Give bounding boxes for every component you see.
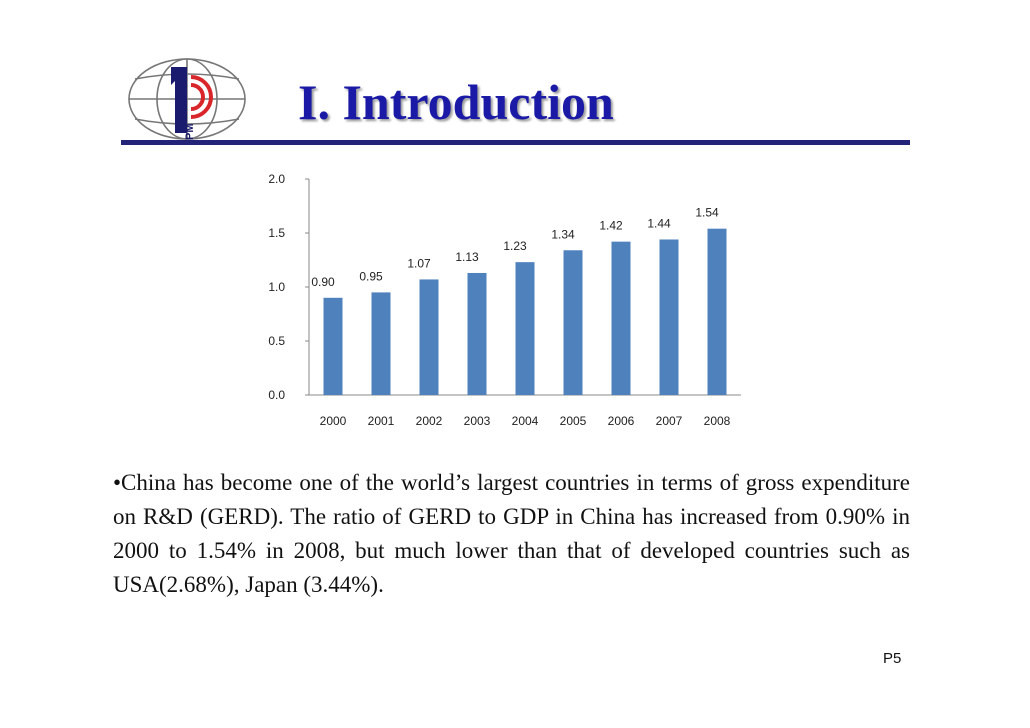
x-tick-label-2002: 2002	[416, 414, 443, 428]
y-tick-label: 2.0	[268, 172, 285, 186]
x-tick-label-2008: 2008	[704, 414, 731, 428]
data-label-2001: 0.95	[359, 269, 383, 283]
y-tick-label: 1.0	[268, 280, 285, 294]
data-label-2005: 1.34	[551, 227, 575, 241]
x-tick-label-2006: 2006	[608, 414, 635, 428]
gerd-bar-chart: 0.0 0.5 1.0 1.5 2.0 0.90 2000 0.95 2001 1.07 2002 1…	[251, 158, 751, 444]
data-label-2000: 0.90	[311, 275, 335, 289]
x-tick-label-2004: 2004	[512, 414, 539, 428]
bar-2005	[563, 250, 583, 395]
bar-2008	[707, 228, 727, 395]
ipm-logo: IPM	[128, 58, 246, 143]
logo-lettering: IPM	[184, 123, 196, 143]
x-tick-label-2007: 2007	[656, 414, 683, 428]
body-paragraph: •China has become one of the world’s lar…	[113, 470, 910, 597]
bar-2000	[323, 297, 343, 395]
slide-title: I. Introduction	[298, 74, 614, 130]
data-label-2006: 1.42	[599, 219, 623, 233]
chart-svg: 0.0 0.5 1.0 1.5 2.0 0.90 2000 0.95 2001 1.07 2002 1…	[268, 172, 741, 428]
page-number: P5	[883, 650, 902, 667]
bar-2004	[515, 262, 535, 395]
bar-2006	[611, 241, 631, 395]
x-tick-label-2005: 2005	[560, 414, 587, 428]
data-label-2007: 1.44	[647, 216, 671, 230]
bar-2003	[467, 272, 487, 395]
y-tick-label: 0.5	[268, 334, 285, 348]
data-label-2008: 1.54	[695, 206, 719, 220]
bar-2007	[659, 239, 679, 395]
x-tick-label-2001: 2001	[368, 414, 395, 428]
bar-2001	[371, 292, 391, 395]
title-rule	[121, 140, 910, 145]
x-tick-label-2003: 2003	[464, 414, 491, 428]
bar-2002	[419, 279, 439, 395]
data-label-2004: 1.23	[503, 239, 527, 253]
y-tick-label: 1.5	[268, 226, 285, 240]
data-label-2003: 1.13	[455, 250, 479, 264]
x-tick-label-2000: 2000	[320, 414, 347, 428]
y-tick-label: 0.0	[268, 388, 285, 402]
data-label-2002: 1.07	[407, 256, 431, 270]
